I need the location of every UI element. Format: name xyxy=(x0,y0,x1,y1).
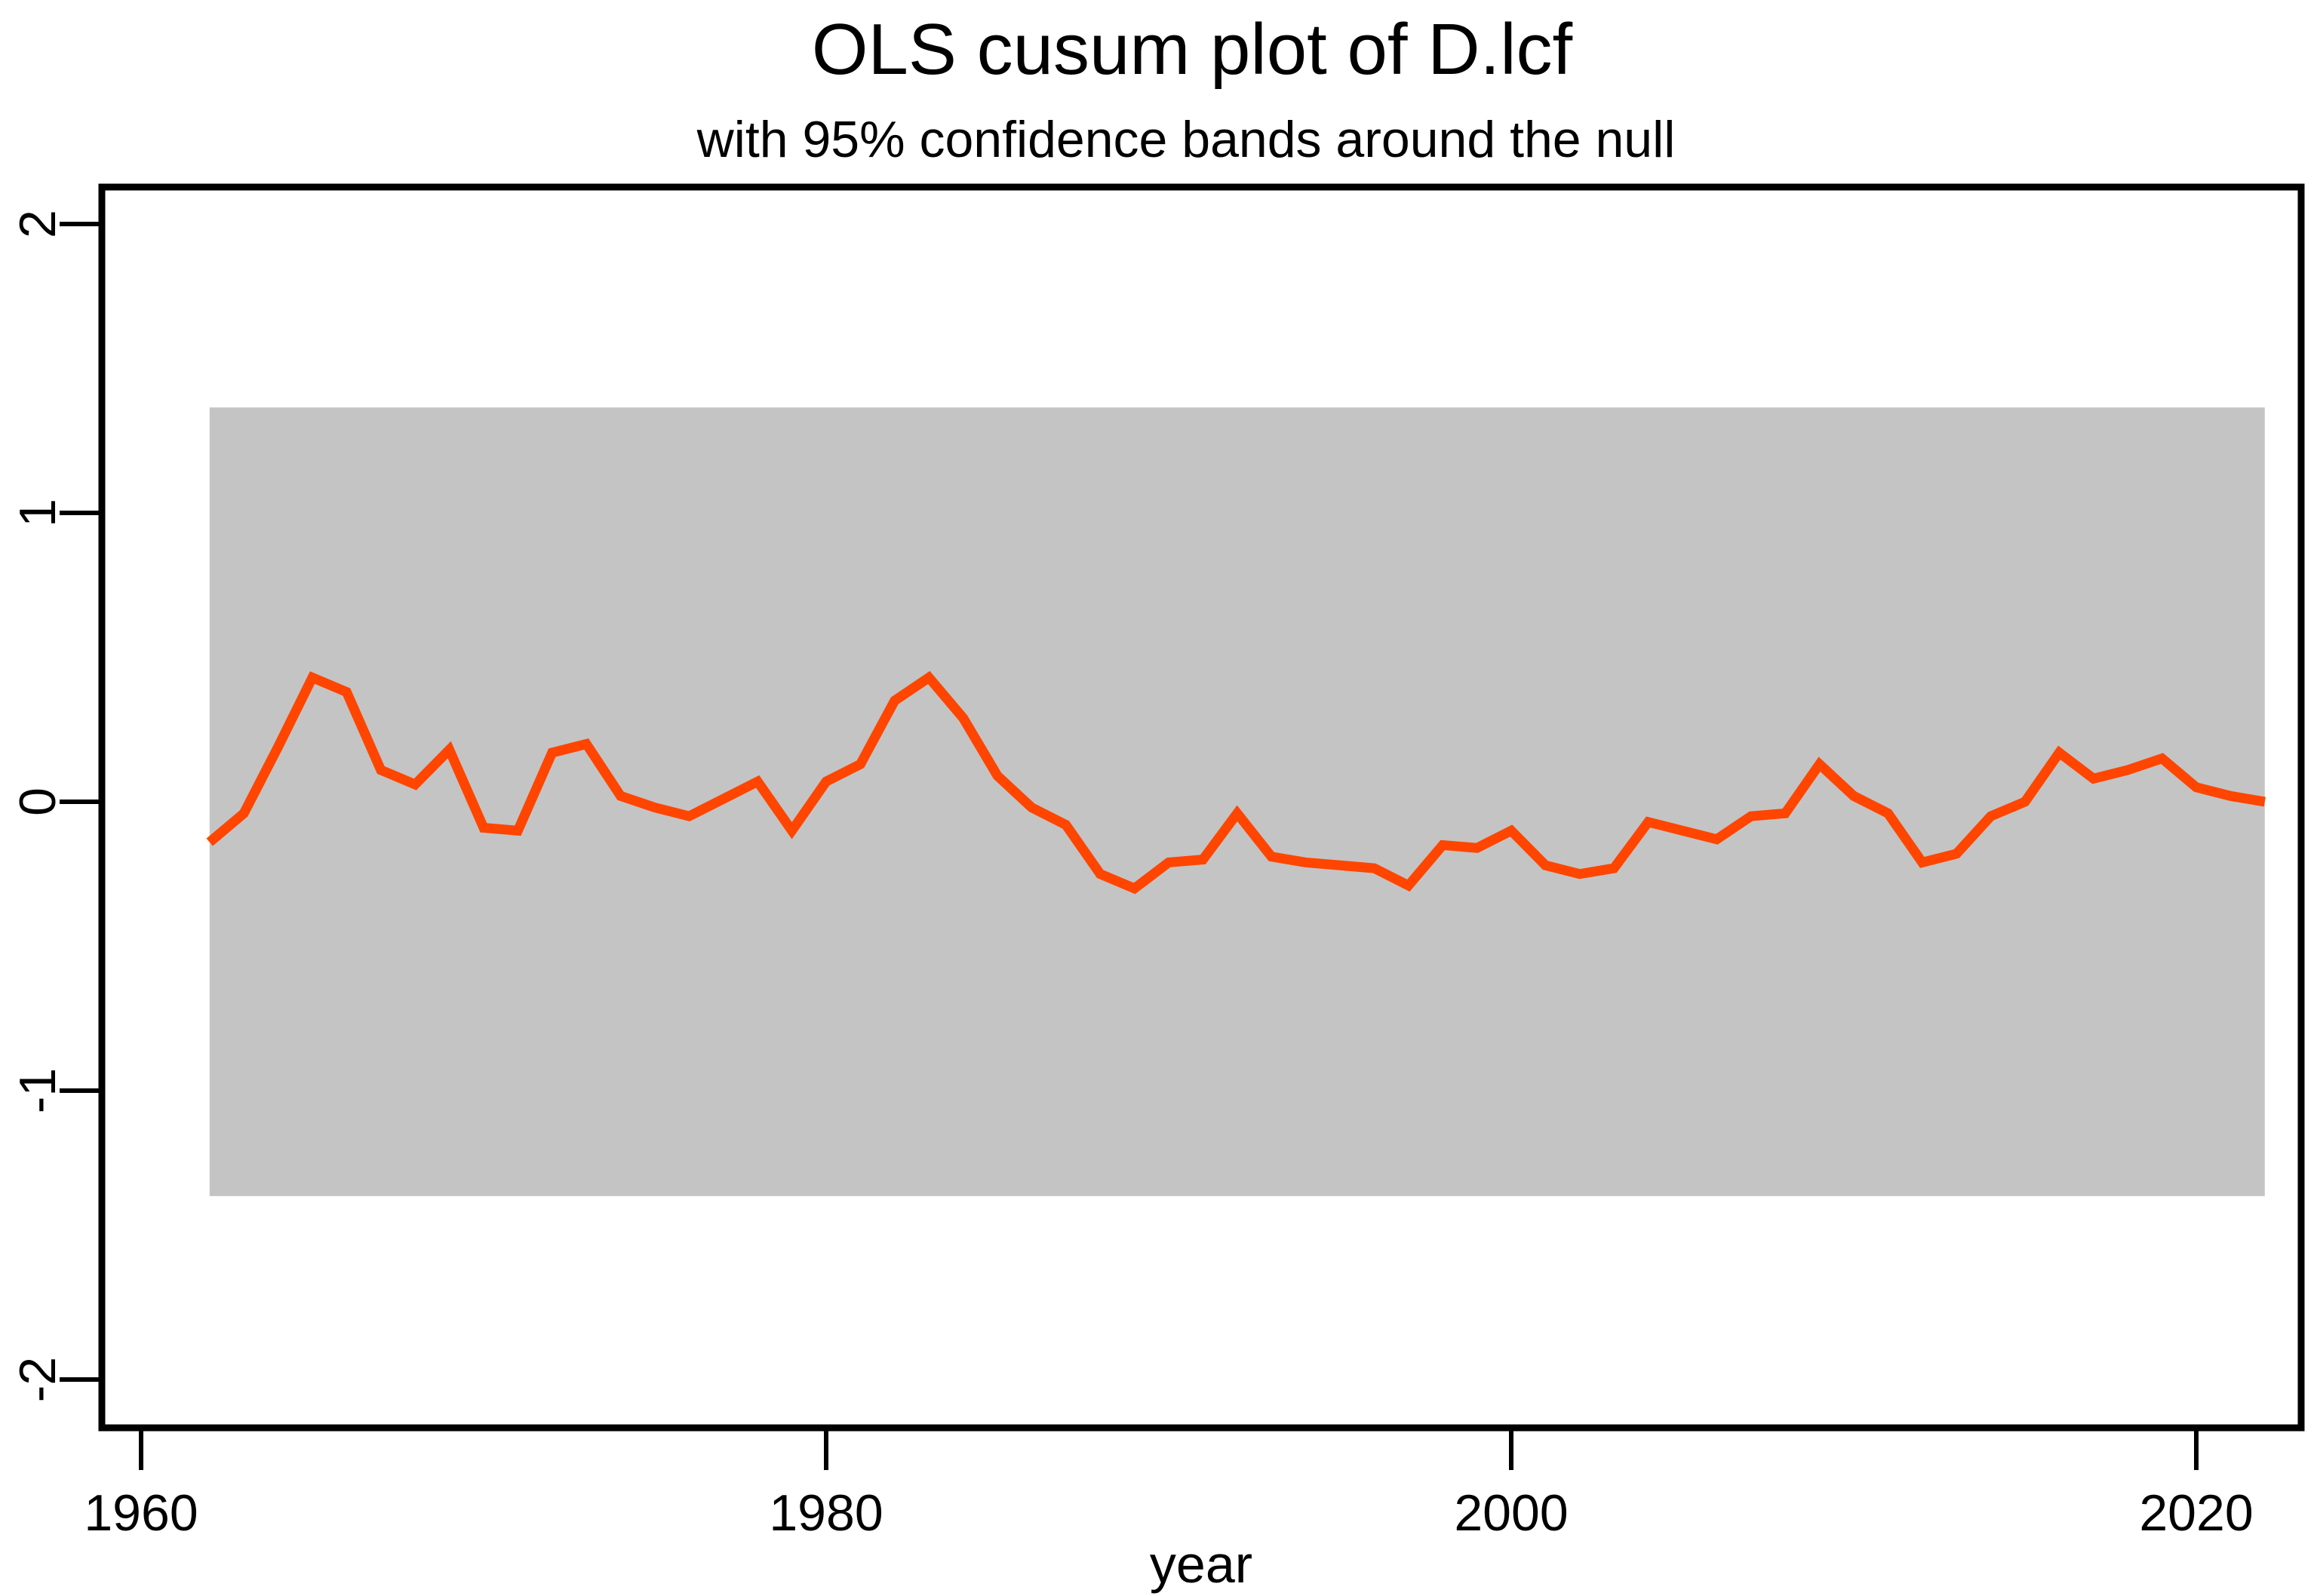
confidence-band-layer xyxy=(209,407,2265,1196)
x-tick-label: 1980 xyxy=(769,1484,883,1542)
axes-layer: 2 1 0 -1 -2 1960 1980 2000 2020 xyxy=(9,183,2305,1542)
chart-subtitle: with 95% confidence bands around the nul… xyxy=(696,111,1676,168)
cusum-line-layer xyxy=(206,671,2266,895)
y-tick-label: -2 xyxy=(9,1357,66,1402)
chart-title: OLS cusum plot of D.lcf xyxy=(812,9,1573,90)
x-axis-title: year xyxy=(1150,1535,1252,1594)
plot-border xyxy=(98,183,2305,1432)
confidence-band xyxy=(209,407,2265,1196)
y-tick-label: 1 xyxy=(9,499,66,527)
cusum-line xyxy=(206,671,2266,895)
x-tick-label: 2020 xyxy=(2139,1484,2253,1542)
y-tick-label: 0 xyxy=(9,787,66,816)
x-tick-label: 1960 xyxy=(84,1484,198,1542)
y-tick-label: -1 xyxy=(9,1068,66,1113)
x-tick-label: 2000 xyxy=(1454,1484,1568,1542)
y-tick-label: 2 xyxy=(9,210,66,238)
